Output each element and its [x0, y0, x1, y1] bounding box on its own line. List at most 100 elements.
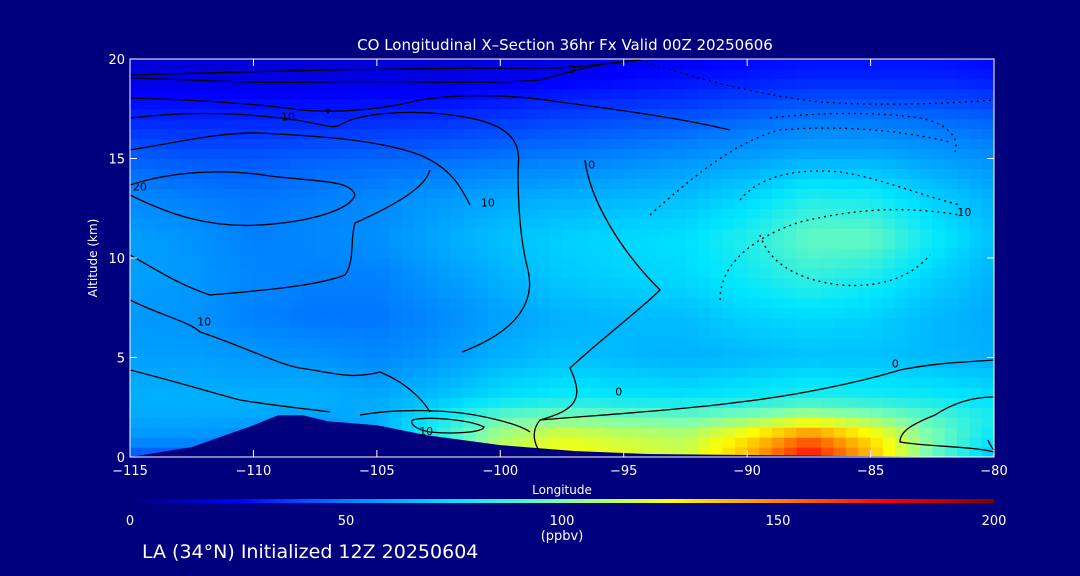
field-cell	[981, 427, 994, 438]
field-cell	[808, 248, 822, 259]
field-cell	[204, 427, 217, 438]
colorbar-tick-label: 150	[766, 514, 791, 529]
field-cell	[747, 327, 761, 339]
field-cell	[636, 228, 649, 239]
field-cell	[512, 327, 526, 339]
field-cell	[438, 98, 452, 110]
field-cell	[611, 248, 625, 259]
field-cell	[253, 68, 267, 80]
field-cell	[574, 59, 588, 70]
field-cell	[821, 258, 835, 269]
field-cell	[376, 59, 390, 70]
field-cell	[463, 128, 477, 140]
field-cell	[969, 377, 983, 388]
field-cell	[204, 297, 217, 309]
field-cell	[216, 118, 230, 130]
field-cell	[562, 88, 575, 100]
field-cell	[549, 108, 563, 120]
field-cell	[870, 277, 884, 289]
field-cell	[302, 347, 316, 359]
field-cell	[265, 238, 279, 249]
field-cell	[919, 307, 933, 319]
field-cell	[487, 78, 501, 90]
field-cell	[673, 158, 687, 170]
field-cell	[438, 377, 452, 388]
field-cell	[549, 238, 563, 249]
field-cell	[895, 417, 909, 428]
field-cell	[216, 88, 230, 100]
field-cell	[685, 367, 699, 378]
field-cell	[191, 208, 205, 219]
field-cell	[253, 387, 267, 398]
field-cell	[981, 138, 994, 150]
field-cell	[327, 158, 341, 170]
field-cell	[228, 228, 242, 239]
field-cell	[327, 267, 341, 279]
field-cell	[907, 267, 921, 279]
field-cell	[364, 188, 378, 199]
field-cell	[376, 138, 390, 150]
field-cell	[784, 307, 798, 319]
field-cell	[673, 178, 687, 189]
field-cell	[747, 168, 761, 179]
field-cell	[339, 178, 353, 189]
field-cell	[586, 397, 600, 408]
field-cell	[796, 427, 810, 438]
field-cell	[821, 337, 835, 349]
field-cell	[562, 198, 575, 209]
field-cell	[253, 327, 267, 339]
field-cell	[759, 347, 773, 359]
field-cell	[796, 158, 810, 170]
field-cell	[228, 417, 242, 428]
field-cell	[487, 417, 501, 428]
field-cell	[956, 397, 970, 408]
field-cell	[981, 357, 994, 369]
field-cell	[278, 307, 292, 319]
field-cell	[907, 78, 921, 90]
field-cell	[352, 68, 366, 80]
field-cell	[352, 88, 366, 100]
field-cell	[228, 317, 242, 329]
field-cell	[932, 317, 946, 329]
field-cell	[747, 148, 761, 160]
field-cell	[450, 208, 464, 219]
field-cell	[784, 297, 798, 309]
field-cell	[969, 78, 983, 90]
field-cell	[500, 88, 514, 100]
field-cell	[339, 198, 353, 209]
field-cell	[512, 68, 526, 80]
field-cell	[216, 218, 230, 229]
field-cell	[562, 427, 575, 438]
field-cell	[537, 59, 551, 70]
field-cell	[413, 68, 427, 80]
field-cell	[204, 88, 217, 100]
field-cell	[179, 78, 193, 90]
field-cell	[216, 148, 230, 160]
field-cell	[487, 228, 501, 239]
field-cell	[339, 407, 353, 418]
field-cell	[697, 138, 711, 150]
field-cell	[302, 397, 316, 408]
field-cell	[784, 337, 798, 349]
field-cell	[302, 287, 316, 299]
field-cell	[685, 258, 699, 269]
field-cell	[623, 287, 637, 299]
field-cell	[154, 208, 168, 219]
field-cell	[142, 347, 156, 359]
field-cell	[290, 68, 304, 80]
field-cell	[648, 377, 662, 388]
field-cell	[771, 437, 785, 448]
field-cell	[611, 228, 625, 239]
field-cell	[734, 238, 748, 249]
field-cell	[500, 357, 514, 369]
field-cell	[882, 307, 896, 319]
field-cell	[673, 397, 687, 408]
field-cell	[352, 347, 366, 359]
field-cell	[500, 68, 514, 80]
field-cell	[833, 447, 847, 457]
field-cell	[759, 148, 773, 160]
field-cell	[919, 337, 933, 349]
field-cell	[339, 118, 353, 130]
field-cell	[204, 238, 217, 249]
field-cell	[352, 238, 366, 249]
